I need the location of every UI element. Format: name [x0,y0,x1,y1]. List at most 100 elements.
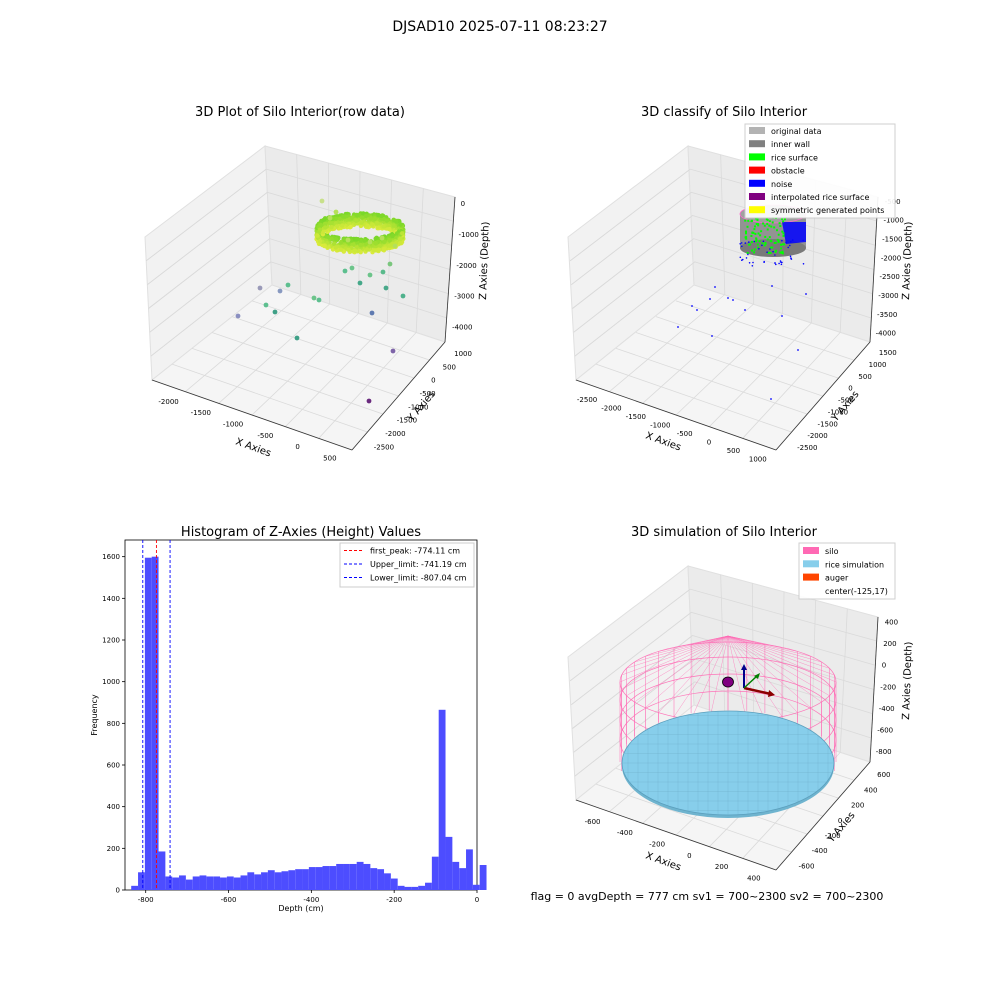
raw-y-tick-label: 500 [443,363,456,371]
classify-rice-point [753,251,756,254]
histogram-y-tick-label: 0 [116,887,120,895]
legend-label: interpolated rice surface [771,193,869,202]
classify-legend: original data inner wall rice surface obsta… [744,123,896,219]
histogram-bar [185,879,193,890]
raw-point [367,272,373,278]
classify-y-axis-line [775,341,871,451]
histogram-bar [411,886,419,891]
cls-x-tick-label: -1500 [626,413,646,421]
classify-rice-point [784,218,786,221]
classify-rice-point [757,246,760,249]
classify-noise-point [739,256,742,259]
histogram-bar [370,868,378,891]
classify-rice-point [763,244,766,247]
classify-rice-point [773,226,776,229]
raw-gridline [251,300,430,361]
classify-rice-point [761,242,764,245]
simulation-y-axis-line [775,761,871,871]
classify-rice-point [747,219,750,222]
classify-x-ticks: -2500 -2000 -1500 -1000 -500 0 500 1000 [577,396,767,464]
histogram-bar [226,876,234,890]
histogram-bar [438,709,446,890]
histogram-legend: first_peak: -774.11 cm Upper_limit: -741.… [339,542,475,588]
histogram-legend-label: Lower_limit: -807.04 cm [370,574,467,583]
histogram-x-tick-label: -800 [138,896,154,904]
cls-y-tick-label: -500 [838,397,854,405]
histogram-bar [425,882,432,890]
sim-z-tick-label: -600 [877,727,893,735]
classify-rice-point [781,252,784,255]
silo-roof-wire [708,635,729,722]
histogram-plot-frame [124,539,478,891]
legend-swatch [749,179,765,187]
raw-point [357,280,363,286]
raw-y-tick-label: -1000 [408,403,428,411]
classify-rice-point [750,235,753,237]
classify-rice-point [781,250,784,253]
classify-rice-point [771,221,774,224]
classify-noise-point [747,253,749,256]
classify-noise-point [751,265,754,267]
classify-rice-point [768,224,771,227]
raw-point [354,237,359,242]
histogram-x-tick-label: 0 [475,896,479,904]
raw-point [342,237,347,243]
histogram-bar [308,867,316,890]
raw-point [369,310,375,316]
histogram-bar [377,869,385,890]
raw-point [345,237,351,243]
sim-x-tick-label: 0 [687,852,691,860]
histogram-bar [206,876,214,890]
classify-rice-point [771,246,774,249]
raw-gridline [145,168,267,262]
silo-roof-wire [690,635,729,720]
cls-gridline [709,179,817,427]
sim-gridline [574,681,871,777]
histogram-bar [295,869,303,890]
raw-z-tick-label: 0 [461,200,465,208]
histogram-bar [390,878,398,890]
classify-rice-point [770,225,773,228]
legend-swatch [749,153,765,161]
legend-swatch [749,127,765,134]
histogram-bar [247,872,255,890]
raw-point [349,265,355,271]
simulation-x-axis-line [575,799,777,871]
classify-rice-point [753,228,756,231]
classify-rice-point [754,225,756,228]
raw-point [346,247,351,252]
raw-point [277,288,283,294]
sim-y-tick-label: -600 [799,862,815,870]
legend-label: obstacle [771,167,805,176]
raw-point [341,214,346,219]
raw-point [315,233,320,238]
raw-point [368,216,374,221]
classify-rice-point [780,243,782,246]
raw-point [348,224,353,230]
classify-rice-point [755,240,758,243]
histogram-bar [281,871,289,890]
raw-point [376,247,381,253]
raw-point [372,216,378,222]
raw-point [383,285,389,291]
raw-point [333,209,339,215]
histogram-bar [418,885,426,890]
raw-x-tick-label: 0 [295,443,299,451]
raw-y-tick-label: -2500 [374,443,394,451]
silo-roof-wire [727,635,798,713]
sim-z-tick-label: -400 [879,705,895,713]
cls-y-tick-label: 1000 [869,361,887,369]
legend-label: noise [771,180,792,189]
classify-noise-point [769,248,771,250]
simulation-z-axis-label: Z Axies (Depth) [901,641,915,720]
classify-noise-point [762,240,765,243]
histogram-bar [404,886,412,891]
histogram-legend-label: first_peak: -774.11 cm [370,547,460,556]
raw-point [317,238,323,244]
classify-noise-point [711,335,713,337]
raw-point [376,212,381,218]
classify-rice-point [781,217,783,220]
sim-y-tick-label: 400 [864,786,877,794]
classify-rice-point [764,242,767,244]
